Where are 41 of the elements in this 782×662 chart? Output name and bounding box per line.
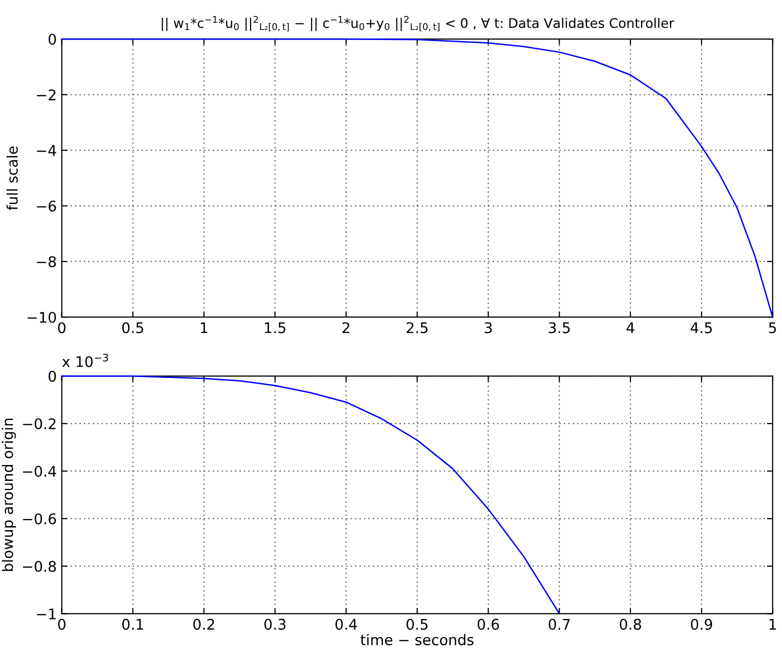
x-tick-label: 4 — [626, 322, 634, 334]
x-tick-label: 0 — [58, 618, 66, 630]
x-tick-label: 2.5 — [406, 322, 428, 334]
line-series — [61, 375, 560, 614]
y-tick-label: −1 — [36, 608, 56, 620]
chart-title: || w$_{1}$*c$^{−1}$*u$_{0}$ ||$^{2}$$_{L₂[0,t]}$ − || c$^{−1}$*u$_{0}$+y$_{0}$ ||$^{2}$$_{L₂[0,t]}$ < 0 , ∀ t: Data Validates Controller — [162, 16, 674, 32]
x-axis-title: time − seconds — [360, 634, 474, 646]
x-tick-label: 3 — [484, 322, 492, 334]
x-tick-label: 0.6 — [478, 618, 499, 630]
x-tick-label: 0.4 — [335, 618, 357, 630]
x-tick-label: 0.5 — [406, 618, 428, 630]
x-tick-label: 0.3 — [264, 618, 286, 630]
y-tick-label: −0.2 — [23, 418, 56, 430]
x-tick-label: 3.5 — [548, 322, 570, 334]
x-tick-label: 1.5 — [265, 322, 286, 334]
y-tick-label: −6 — [36, 200, 56, 212]
x-tick-label: 4.5 — [690, 322, 712, 334]
y-tick-label: −4 — [36, 145, 56, 156]
y-axis-title: full scale — [6, 146, 18, 210]
y-tick-label: −8 — [36, 256, 56, 268]
text: x 10$^{−3}$ — [62, 354, 108, 368]
y-tick-label: 0 — [48, 370, 56, 382]
y-tick-label: −10 — [28, 312, 56, 323]
x-tick-label: 2 — [342, 322, 350, 334]
x-tick-label: 0.9 — [690, 618, 712, 630]
x-tick-label: 0.5 — [122, 322, 144, 334]
x-tick-label: 0 — [58, 322, 66, 334]
y-tick-label: −2 — [36, 89, 56, 100]
x-tick-label: 5 — [769, 322, 776, 334]
x-tick-label: 0.2 — [193, 618, 214, 630]
x-tick-label: 1 — [200, 322, 208, 334]
x-tick-label: 1 — [770, 618, 776, 630]
line-series — [61, 38, 774, 318]
x-tick-label: 0.7 — [548, 618, 570, 630]
y-tick-label: −0.6 — [23, 513, 56, 524]
y-axis-title: blowup around origin — [2, 418, 16, 571]
x-tick-label: 0.8 — [620, 618, 642, 630]
y-tick-label: −0.8 — [23, 560, 56, 572]
y-tick-label: 0 — [48, 34, 56, 45]
y-tick-label: −0.4 — [23, 466, 56, 477]
x-tick-label: 0.1 — [122, 618, 144, 630]
